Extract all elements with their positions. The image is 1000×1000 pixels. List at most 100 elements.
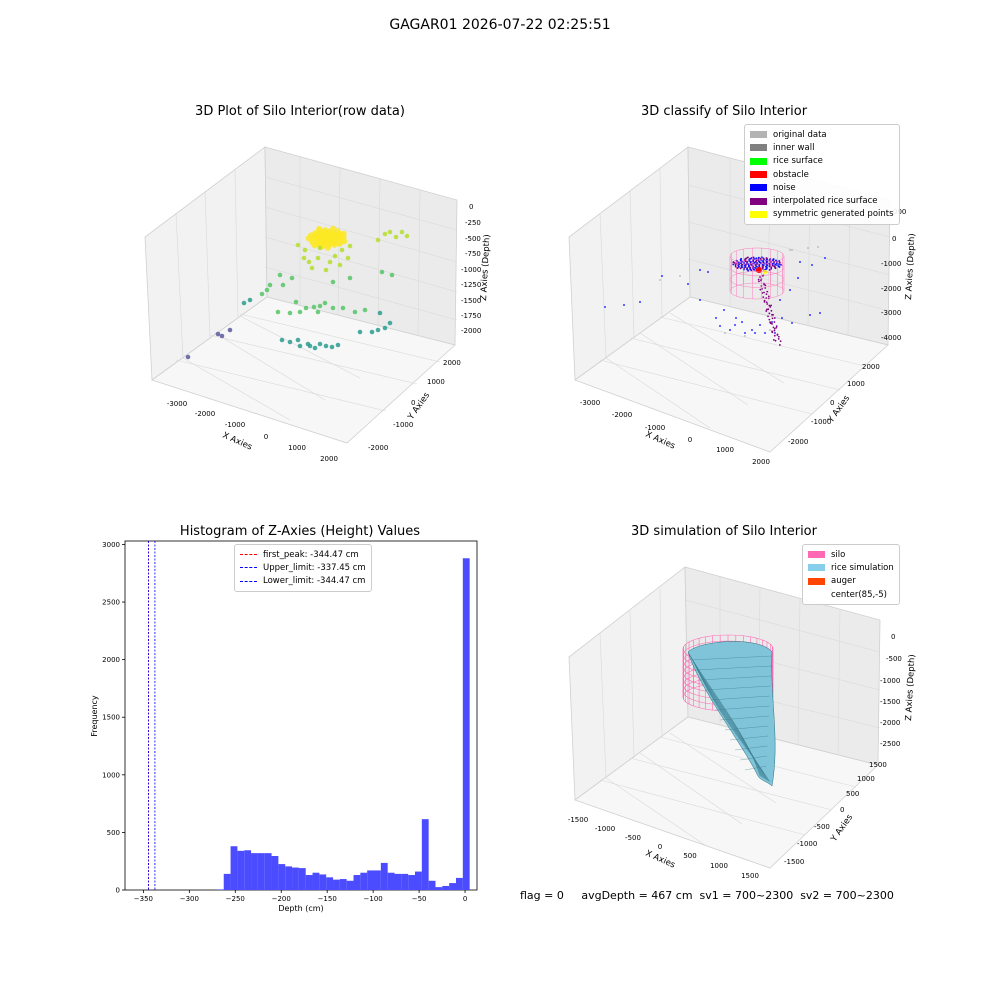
legend-label: Lower_limit: -344.47 cm [263, 576, 366, 587]
panel4-3d-axes: -1500 -1000 -500 0 500 1000 1500 -1500 -… [568, 566, 917, 880]
p2-point-interpolated [772, 326, 775, 329]
hist-bar [251, 853, 258, 890]
hist-xtick-label: −250 [226, 895, 245, 903]
p1-point [317, 245, 323, 251]
p1-ztick: -500 [465, 235, 481, 243]
legend-item: symmetric generated points [750, 208, 894, 221]
hist-xtick-label: −150 [318, 895, 337, 903]
p2-point-interpolated [764, 284, 767, 287]
p2-point-noise [715, 317, 717, 319]
panel3-title: Histogram of Z-Axies (Height) Values [179, 524, 421, 539]
p2-point-interpolated [771, 317, 774, 320]
hist-bar [244, 850, 252, 890]
p4-ztick: -2000 [880, 719, 900, 727]
p2-point-original [744, 335, 746, 337]
p2-point-surface [732, 261, 735, 264]
p2-point-noise [774, 332, 776, 334]
p4-ztick: 0 [891, 633, 895, 641]
p2-point-noise [707, 271, 709, 273]
hist-ytick-label: 2500 [102, 599, 120, 607]
p1-point [326, 239, 333, 246]
p1-point [379, 269, 385, 275]
rice-mesh-line [734, 745, 768, 751]
hist-ytick-label: 3000 [102, 541, 120, 549]
p2-point-interpolated [759, 288, 762, 291]
hist-bar [387, 872, 395, 890]
legend-label: symmetric generated points [773, 209, 894, 220]
hist-xtick-label: −100 [364, 895, 383, 903]
p2-point-interpolated [774, 339, 777, 342]
p1-point [329, 344, 335, 350]
p1-point [387, 320, 393, 326]
hist-bar [257, 853, 265, 890]
p1-ztick: -1500 [461, 297, 481, 305]
hist-ylabel: Frequency [90, 695, 99, 737]
hist-bar [292, 867, 299, 890]
p1-xtick: -1000 [225, 421, 245, 429]
rice-mesh-line [704, 685, 771, 691]
p2-point-noise [734, 324, 736, 326]
legend-line [240, 580, 257, 582]
p1-point [315, 309, 321, 315]
p2-point-interpolated [763, 291, 765, 294]
p1-point [318, 236, 325, 243]
legend-label: original data [773, 129, 827, 140]
p4-xtick: -1000 [595, 825, 615, 833]
p2-legend: original data inner wall rice surface ob… [744, 124, 900, 226]
p1-point [314, 231, 321, 238]
panel2-3d-axes: -3000 -2000 -1000 0 1000 2000 -2000 -100… [568, 146, 917, 466]
p2-point-interpolated [767, 308, 770, 311]
p4-ylabel: Y Axies [829, 812, 856, 844]
p1-point [377, 310, 383, 316]
p2-point-obstacle [756, 267, 762, 273]
hist-bar [339, 879, 347, 890]
p1-ztick: -1750 [461, 312, 481, 320]
p1-point [322, 300, 328, 306]
p2-point-surface [739, 267, 742, 270]
p2-point-original [659, 279, 661, 281]
p2-point-noise [781, 317, 783, 319]
p1-xtick: -3000 [167, 400, 187, 408]
p2-point-original [679, 275, 681, 277]
hist-bar [462, 558, 470, 890]
p1-point [295, 337, 301, 343]
p1-point [293, 299, 299, 305]
legend-label: inner wall [773, 142, 815, 153]
p1-point [303, 305, 309, 311]
rice-mesh-line [693, 661, 771, 783]
p2-point-interpolated [767, 295, 770, 298]
legend-label: rice surface [773, 156, 823, 167]
p1-point [336, 233, 343, 240]
p1-point [302, 247, 308, 253]
p2-point-surface [766, 264, 769, 267]
p1-point [327, 231, 334, 238]
hist-bar [401, 873, 409, 890]
p1-point [241, 300, 247, 306]
hist-xtick-label: −300 [180, 895, 199, 903]
p2-xtick: 2000 [752, 458, 770, 466]
p2-point-surface [778, 266, 781, 269]
hist-bar [333, 879, 340, 890]
p1-point [352, 309, 358, 315]
p2-ztick: 0 [892, 235, 896, 243]
p2-point-interpolated [779, 340, 782, 343]
p2-point-noise [723, 309, 725, 311]
hist-bar [285, 866, 293, 890]
p4-ytick: 1000 [857, 775, 875, 783]
p2-point-interpolated [769, 322, 772, 325]
p2-point-noise [809, 314, 811, 316]
p2-point-interpolated [765, 301, 768, 304]
hist-bar [367, 870, 375, 890]
hist-legend: first_peak: -344.47 cm Upper_limit: -337… [234, 544, 372, 592]
p4-ztick: -1500 [880, 698, 900, 706]
p1-point [287, 310, 293, 316]
legend-label: noise [773, 182, 796, 193]
legend-label: auger [831, 576, 856, 587]
p2-point-original [724, 332, 726, 334]
p2-point-noise [719, 325, 721, 327]
p4-xtick: -500 [625, 834, 641, 842]
p2-point-surface [747, 269, 750, 272]
p2-point-original [789, 249, 791, 251]
p1-point [375, 237, 381, 243]
rice-mesh-line [699, 675, 772, 681]
